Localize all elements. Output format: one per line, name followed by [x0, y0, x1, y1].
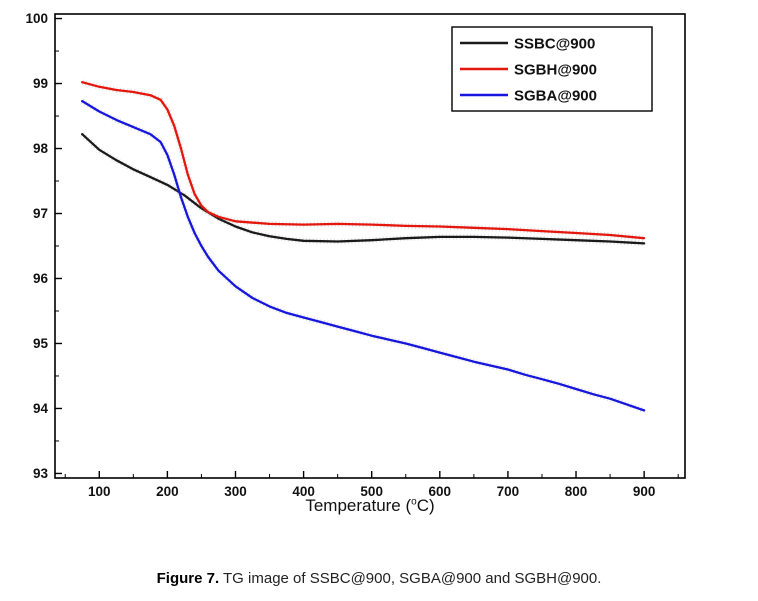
- x-axis-label: Temperature (oC): [55, 496, 685, 516]
- y-tick-label: 93: [33, 466, 49, 481]
- series-line: [81, 81, 646, 240]
- series-line: [81, 133, 646, 245]
- series-SGBH@900: [81, 79, 646, 241]
- x-tick-label: 400: [292, 484, 315, 499]
- legend-label: SGBA@900: [514, 88, 597, 105]
- x-tick-label: 200: [156, 484, 179, 499]
- legend-label: SSBC@900: [514, 36, 595, 53]
- legend-item: SGBA@900: [460, 88, 597, 105]
- legend-item: SGBH@900: [460, 62, 597, 79]
- figure-caption-label: Figure 7.: [156, 570, 220, 587]
- y-tick-label: 99: [33, 76, 48, 91]
- series-halo: [80, 98, 645, 414]
- x-axis-label-unit: C): [416, 496, 435, 515]
- series-SSBC@900: [80, 132, 646, 247]
- figure-caption-text: TG image of SSBC@900, SGBA@900 and SGBH@…: [219, 570, 602, 587]
- series-line: [81, 99, 646, 412]
- x-tick-label: 900: [633, 484, 656, 499]
- x-axis-label-text: Temperature (: [305, 496, 412, 515]
- degree-symbol: o: [411, 496, 417, 508]
- axes: 100 200 300 400 500 600 700 800 900 93 94 95 96 97 98 9…: [25, 11, 679, 499]
- tg-plot-svg: 100 200 300 400 500 600 700 800 900 93 94 95 96 97 98 9…: [25, 11, 686, 499]
- figure-caption: Figure 7. TG image of SSBC@900, SGBA@900…: [0, 570, 758, 587]
- y-tick-label: 97: [33, 206, 48, 221]
- series-SGBA@900: [80, 98, 646, 414]
- x-tick-label: 100: [88, 484, 111, 499]
- y-tick-label: 98: [33, 141, 49, 156]
- tg-chart: 100 200 300 400 500 600 700 800 900 93 94 95 96 97 98 9…: [25, 11, 686, 516]
- x-tick-label: 600: [429, 484, 452, 499]
- x-tick-label: 500: [360, 484, 383, 499]
- y-tick-label: 95: [33, 336, 49, 351]
- y-tick-label: 94: [33, 401, 49, 416]
- legend-item: SSBC@900: [460, 36, 595, 53]
- legend-label: SGBH@900: [514, 62, 597, 79]
- x-tick-label: 700: [497, 484, 520, 499]
- x-tick-label: 800: [565, 484, 588, 499]
- legend: SSBC@900 SGBH@900 SGBA@900: [451, 26, 653, 112]
- y-tick-label: 96: [33, 271, 49, 286]
- y-tick-label: 100: [25, 11, 48, 26]
- x-tick-label: 300: [224, 484, 247, 499]
